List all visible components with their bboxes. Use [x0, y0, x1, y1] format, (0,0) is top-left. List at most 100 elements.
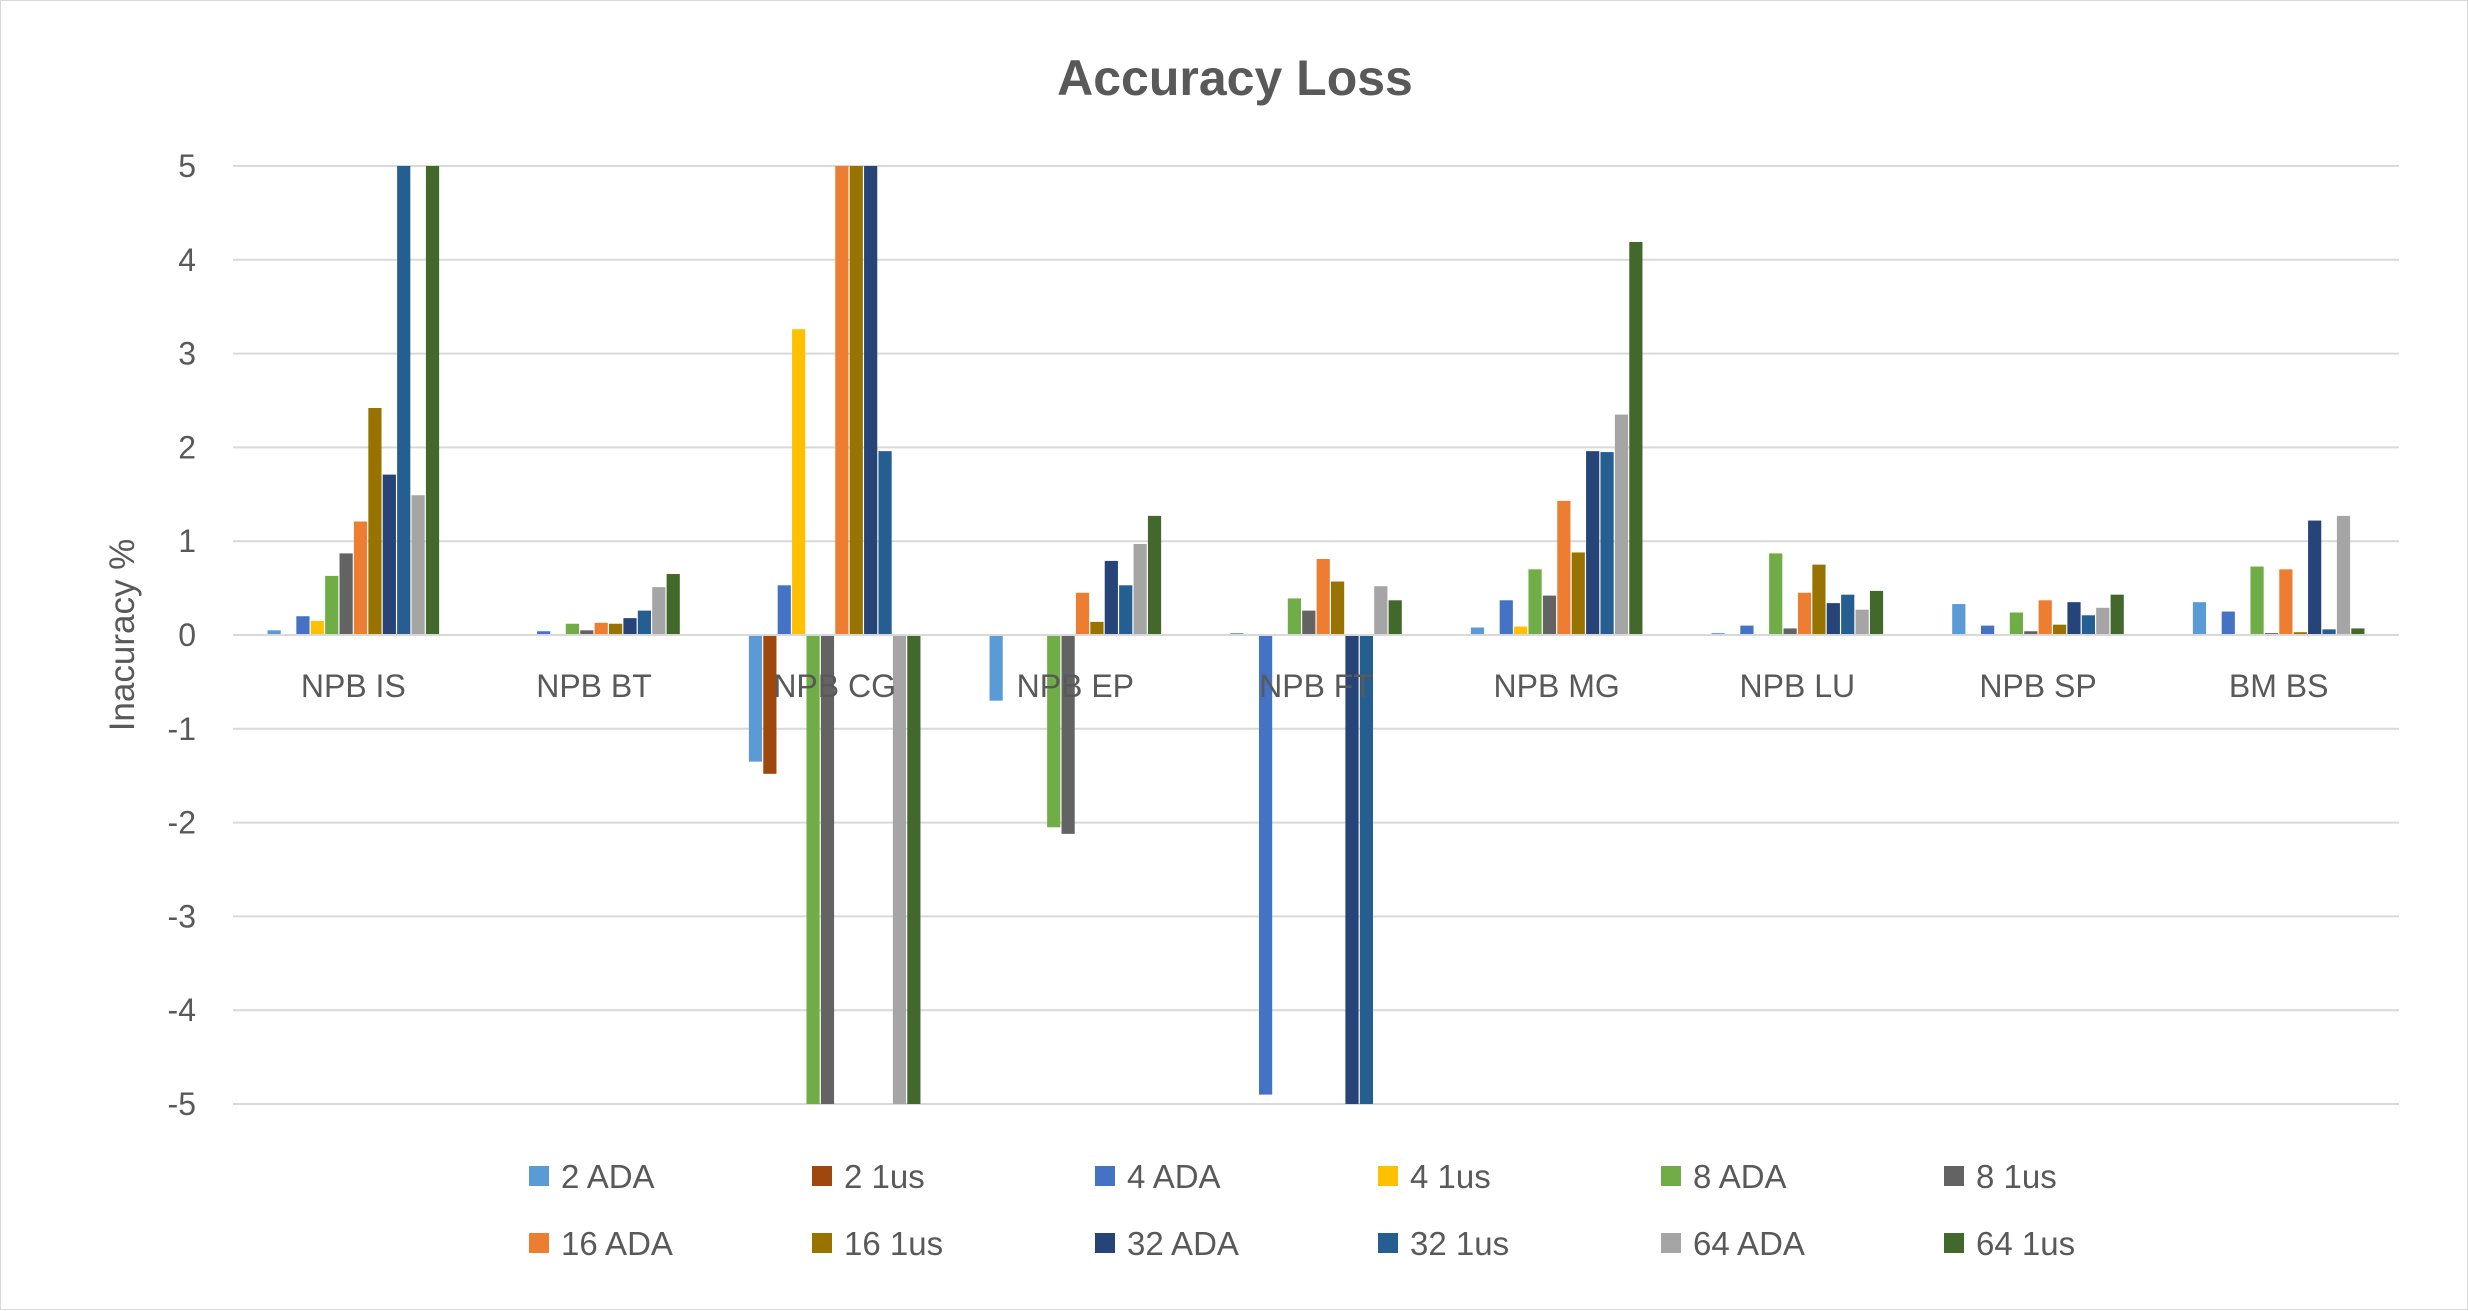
bar [267, 630, 281, 635]
bar [2322, 629, 2336, 635]
y-tick-label: 1 [178, 523, 196, 559]
bar [2038, 600, 2052, 635]
bar [310, 620, 324, 635]
bar [1359, 635, 1373, 1104]
legend: 2 ADA 2 1us 4 ADA 4 1us 8 ADA 8 1us 16 ADA 16 1… [529, 1158, 2075, 1262]
legend-label: 64 1us [1976, 1225, 2075, 1262]
bar [1600, 452, 1614, 635]
category-label: NPB EP [1017, 668, 1134, 704]
legend-swatch [1378, 1166, 1398, 1186]
y-axis-ticks: 5 4 3 2 1 0 -1 -2 -3 -4 -5 [168, 148, 196, 1122]
bar [537, 631, 551, 635]
legend-swatch [529, 1166, 549, 1186]
y-tick-label: -1 [168, 711, 196, 747]
bar [565, 623, 579, 635]
y-tick-label: 4 [178, 242, 196, 278]
legend-swatch [1378, 1233, 1398, 1253]
bar [2096, 607, 2110, 635]
bar [1331, 581, 1345, 635]
y-tick-label: -3 [168, 898, 196, 934]
bar [1571, 552, 1585, 635]
legend-swatch [529, 1233, 549, 1253]
bar [892, 635, 907, 1104]
category-label: NPB SP [1979, 668, 2096, 704]
bar [1557, 500, 1571, 635]
bar [1345, 635, 1359, 1104]
bar [1514, 626, 1528, 635]
category-labels: NPB IS NPB BT NPB CG NPB EP NPB FT NPB MG NPB … [301, 668, 2329, 704]
bar [1855, 609, 1869, 635]
bar [325, 575, 339, 635]
bar [1470, 627, 1485, 635]
category-label: NPB IS [301, 668, 406, 704]
bar [1952, 604, 1966, 635]
y-tick-label: 0 [178, 617, 196, 653]
bar [2250, 566, 2264, 635]
bar [2081, 615, 2095, 635]
bar [1542, 595, 1557, 635]
gridlines [233, 165, 2399, 1105]
bar [2024, 631, 2038, 635]
y-tick-label: -5 [168, 1086, 196, 1122]
bar [2192, 602, 2207, 635]
category-label: NPB BT [536, 668, 652, 704]
legend-label: 16 ADA [561, 1225, 673, 1262]
bar [2009, 612, 2023, 635]
bar [2053, 624, 2067, 635]
bar [353, 521, 368, 635]
legend-swatch [812, 1233, 832, 1253]
y-tick-label: 3 [178, 336, 196, 372]
bars [267, 166, 2365, 1104]
bar [1061, 635, 1075, 834]
legend-label: 8 ADA [1693, 1158, 1787, 1195]
bar [2351, 628, 2365, 635]
bar [989, 635, 1003, 701]
legend-swatch [1661, 1166, 1681, 1186]
bar [2336, 515, 2351, 635]
legend-label: 8 1us [1976, 1158, 2057, 1195]
bar [368, 408, 382, 635]
category-label: NPB LU [1740, 668, 1856, 704]
bar [1499, 600, 1513, 635]
bar [1119, 585, 1133, 635]
legend-label: 4 1us [1410, 1158, 1491, 1195]
legend-label: 2 1us [844, 1158, 925, 1195]
bar [2110, 594, 2124, 635]
bar [1812, 564, 1826, 635]
legend-swatch [1944, 1233, 1964, 1253]
bar [1147, 515, 1162, 635]
legend-label: 64 ADA [1693, 1225, 1805, 1262]
legend-swatch [1095, 1233, 1115, 1253]
bar [1981, 625, 1995, 635]
bar [1614, 414, 1629, 635]
y-tick-label: 5 [178, 148, 196, 184]
bar [411, 495, 425, 635]
bar [849, 166, 863, 635]
legend-swatch [1095, 1166, 1115, 1186]
legend-swatch [1661, 1233, 1681, 1253]
bar [1047, 635, 1061, 828]
bar [907, 635, 921, 1104]
bar [806, 635, 820, 1104]
legend-swatch [1944, 1166, 1964, 1186]
bar [2293, 632, 2307, 635]
bar [652, 587, 666, 635]
bar [637, 610, 651, 635]
bar [382, 474, 396, 635]
bar [792, 329, 806, 635]
bar [1388, 600, 1402, 635]
y-axis-title: Inacuracy % [103, 539, 142, 732]
bar [878, 451, 892, 635]
legend-label: 16 1us [844, 1225, 943, 1262]
category-label: NPB MG [1494, 668, 1620, 704]
bar [1740, 625, 1754, 635]
category-label: NPB FT [1259, 668, 1373, 704]
bar [425, 166, 440, 635]
bar [296, 616, 310, 635]
bar [609, 623, 623, 635]
bar [2308, 520, 2322, 635]
legend-label: 32 1us [1410, 1225, 1509, 1262]
bar [1075, 592, 1090, 635]
bar [1528, 569, 1542, 635]
